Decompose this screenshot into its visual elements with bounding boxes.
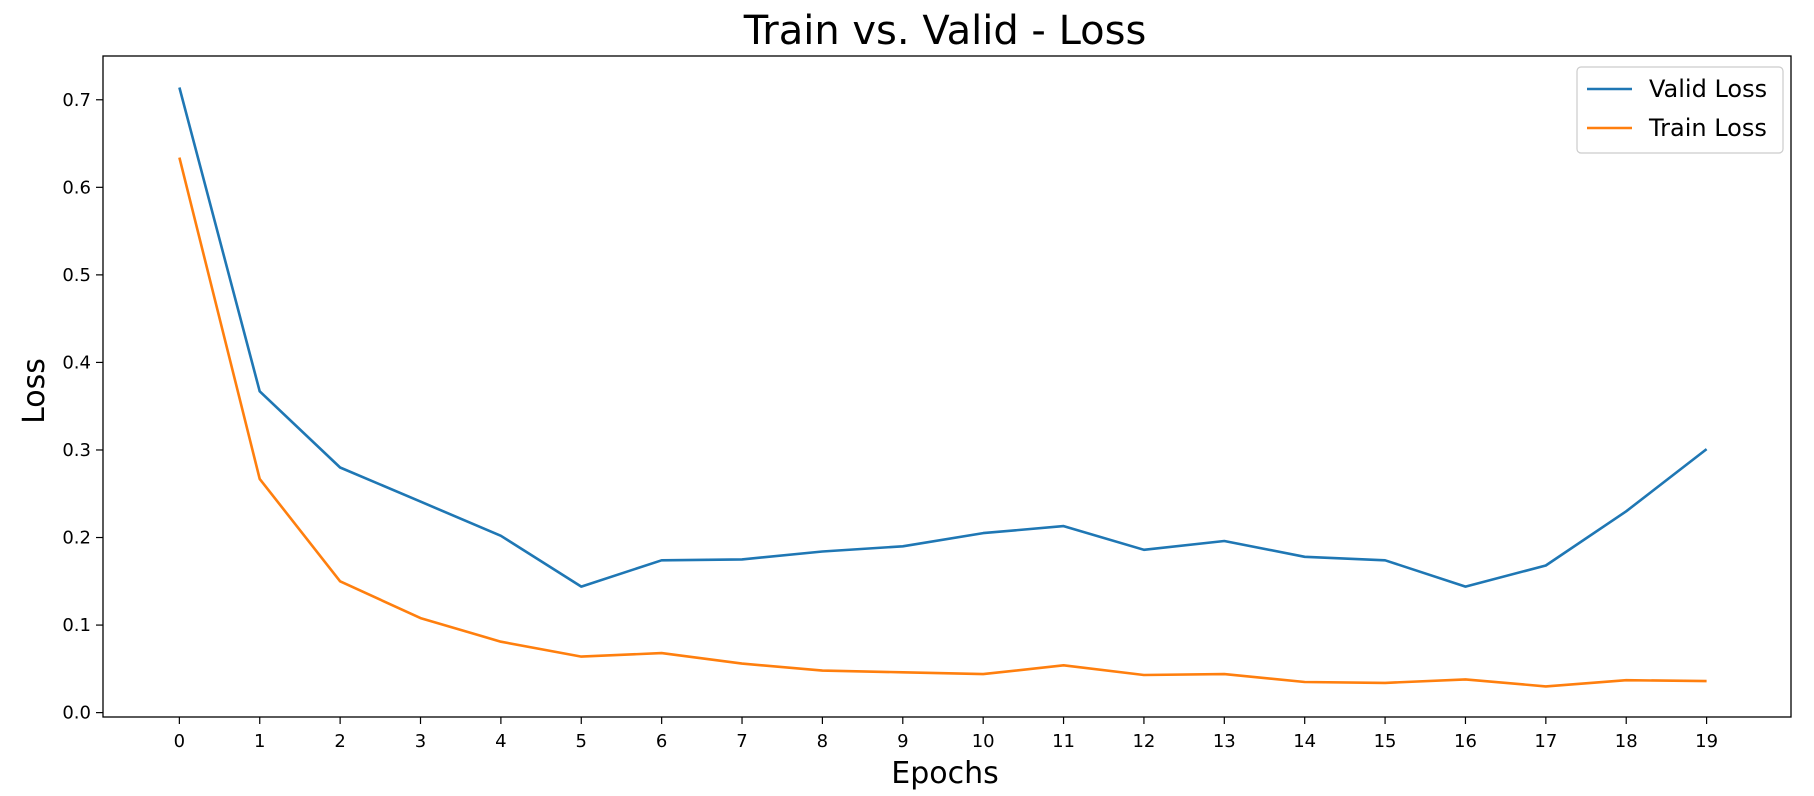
- x-tick-label: 4: [495, 731, 506, 752]
- y-tick-label: 0.2: [62, 528, 91, 549]
- plot-area: 0.00.10.20.30.40.50.60.70 1 2 3 4 5 6 7 8 9 10 11 12…: [62, 55, 1792, 752]
- x-tick-label: 8: [817, 731, 828, 752]
- y-tick-label: 0.0: [62, 703, 91, 724]
- x-tick-label: 15: [1374, 731, 1397, 752]
- y-tick-label: 0.3: [62, 440, 91, 461]
- legend-label-train-loss: Train Loss: [1648, 114, 1767, 142]
- x-tick-label: 6: [656, 731, 667, 752]
- x-tick-label: 16: [1454, 731, 1477, 752]
- x-tick-label: 3: [415, 731, 426, 752]
- x-tick-label: 11: [1052, 731, 1075, 752]
- y-tick-label: 0.1: [62, 615, 91, 636]
- y-tick-label: 0.7: [62, 90, 91, 111]
- x-tick-label: 14: [1293, 731, 1316, 752]
- y-axis-title: Loss: [17, 358, 52, 424]
- x-tick-label: 13: [1213, 731, 1236, 752]
- series-line-valid-loss: [178, 87, 1708, 588]
- x-tick-label: 19: [1695, 731, 1718, 752]
- x-tick-label: 5: [576, 731, 587, 752]
- y-tick-label: 0.5: [62, 265, 91, 286]
- x-tick-label: 18: [1615, 731, 1638, 752]
- x-tick-label: 1: [254, 731, 265, 752]
- series-line-train-loss: [178, 157, 1707, 688]
- y-tick-label: 0.6: [62, 177, 91, 198]
- legend-label-valid-loss: Valid Loss: [1649, 75, 1767, 103]
- y-tick-label: 0.4: [62, 352, 91, 373]
- plot-frame: [102, 55, 1792, 718]
- x-tick-label: 9: [897, 731, 908, 752]
- x-tick-label: 2: [334, 731, 345, 752]
- x-tick-label: 7: [736, 731, 747, 752]
- x-tick-label: 10: [972, 731, 995, 752]
- x-axis-title: Epochs: [891, 756, 999, 791]
- chart-title: Train vs. Valid - Loss: [743, 8, 1147, 54]
- x-tick-label: 17: [1534, 731, 1557, 752]
- x-tick-label: 0: [174, 731, 185, 752]
- x-tick-label: 12: [1132, 731, 1155, 752]
